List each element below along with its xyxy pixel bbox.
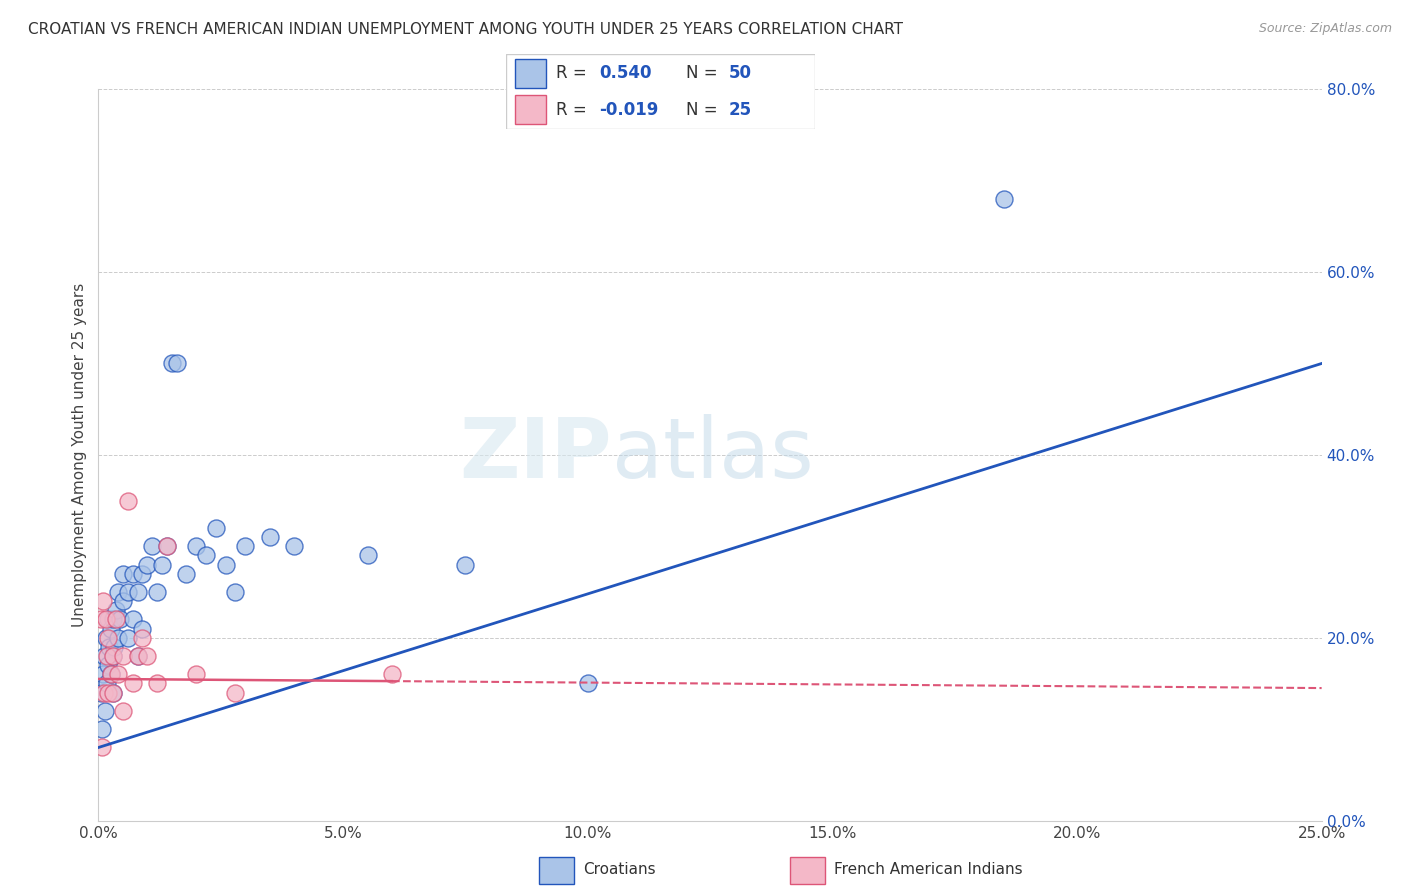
Text: N =: N =	[686, 101, 717, 119]
FancyBboxPatch shape	[540, 857, 574, 884]
Point	[186, 667, 208, 681]
Y-axis label: Unemployment Among Youth under 25 years: Unemployment Among Youth under 25 years	[72, 283, 87, 627]
Text: ZIP: ZIP	[460, 415, 612, 495]
Point	[993, 192, 1015, 206]
Point	[121, 676, 143, 690]
Text: -0.019: -0.019	[599, 101, 658, 119]
Point	[100, 622, 122, 636]
Point	[121, 566, 143, 581]
Point	[104, 603, 127, 617]
Point	[283, 539, 305, 553]
Point	[103, 640, 125, 654]
Text: N =: N =	[686, 64, 717, 82]
Point	[100, 667, 122, 681]
Point	[146, 676, 169, 690]
Text: French American Indians: French American Indians	[834, 863, 1024, 877]
Text: atlas: atlas	[612, 415, 814, 495]
Point	[107, 667, 129, 681]
Point	[131, 631, 153, 645]
Point	[127, 585, 149, 599]
Point	[101, 649, 124, 664]
Point	[107, 631, 129, 645]
Point	[98, 640, 121, 654]
Text: 50: 50	[728, 64, 752, 82]
Point	[150, 558, 173, 572]
Point	[156, 539, 179, 553]
Point	[111, 566, 134, 581]
Point	[356, 549, 378, 563]
FancyBboxPatch shape	[516, 59, 547, 87]
Point	[94, 631, 117, 645]
Text: R =: R =	[555, 64, 586, 82]
Point	[97, 613, 120, 627]
Point	[110, 613, 132, 627]
Point	[136, 649, 159, 664]
Point	[127, 649, 149, 664]
Text: CROATIAN VS FRENCH AMERICAN INDIAN UNEMPLOYMENT AMONG YOUTH UNDER 25 YEARS CORRE: CROATIAN VS FRENCH AMERICAN INDIAN UNEMP…	[28, 22, 903, 37]
Point	[121, 613, 143, 627]
Point	[100, 667, 122, 681]
Point	[91, 740, 114, 755]
Point	[127, 649, 149, 664]
Point	[90, 685, 112, 699]
Point	[94, 704, 117, 718]
Point	[224, 585, 246, 599]
Point	[101, 685, 124, 699]
Text: R =: R =	[555, 101, 586, 119]
Point	[97, 631, 120, 645]
FancyBboxPatch shape	[506, 54, 815, 129]
Point	[96, 676, 118, 690]
Point	[136, 558, 159, 572]
Text: Source: ZipAtlas.com: Source: ZipAtlas.com	[1258, 22, 1392, 36]
Point	[93, 649, 115, 664]
Point	[195, 549, 218, 563]
Point	[454, 558, 477, 572]
Point	[101, 685, 124, 699]
Point	[91, 723, 114, 737]
Point	[117, 631, 139, 645]
Point	[117, 585, 139, 599]
Text: Croatians: Croatians	[583, 863, 657, 877]
Point	[91, 667, 114, 681]
Point	[576, 676, 599, 690]
Point	[117, 493, 139, 508]
Point	[107, 585, 129, 599]
Point	[166, 356, 188, 371]
Point	[101, 649, 124, 664]
Point	[91, 594, 114, 608]
Point	[90, 613, 112, 627]
Point	[176, 566, 198, 581]
Point	[381, 667, 404, 681]
Point	[160, 356, 183, 371]
Point	[131, 566, 153, 581]
Point	[131, 622, 153, 636]
Point	[111, 649, 134, 664]
Point	[259, 530, 281, 544]
Point	[146, 585, 169, 599]
Text: 0.540: 0.540	[599, 64, 651, 82]
Point	[156, 539, 179, 553]
Point	[214, 558, 236, 572]
Point	[205, 521, 228, 535]
Point	[104, 613, 127, 627]
FancyBboxPatch shape	[516, 95, 547, 124]
Point	[186, 539, 208, 553]
Point	[93, 685, 115, 699]
Text: 25: 25	[728, 101, 752, 119]
Point	[141, 539, 163, 553]
Point	[96, 649, 118, 664]
Point	[97, 658, 120, 673]
Point	[111, 594, 134, 608]
Point	[224, 685, 246, 699]
Point	[233, 539, 256, 553]
Point	[97, 685, 120, 699]
Point	[101, 613, 124, 627]
Point	[94, 613, 117, 627]
FancyBboxPatch shape	[790, 857, 824, 884]
Point	[111, 704, 134, 718]
